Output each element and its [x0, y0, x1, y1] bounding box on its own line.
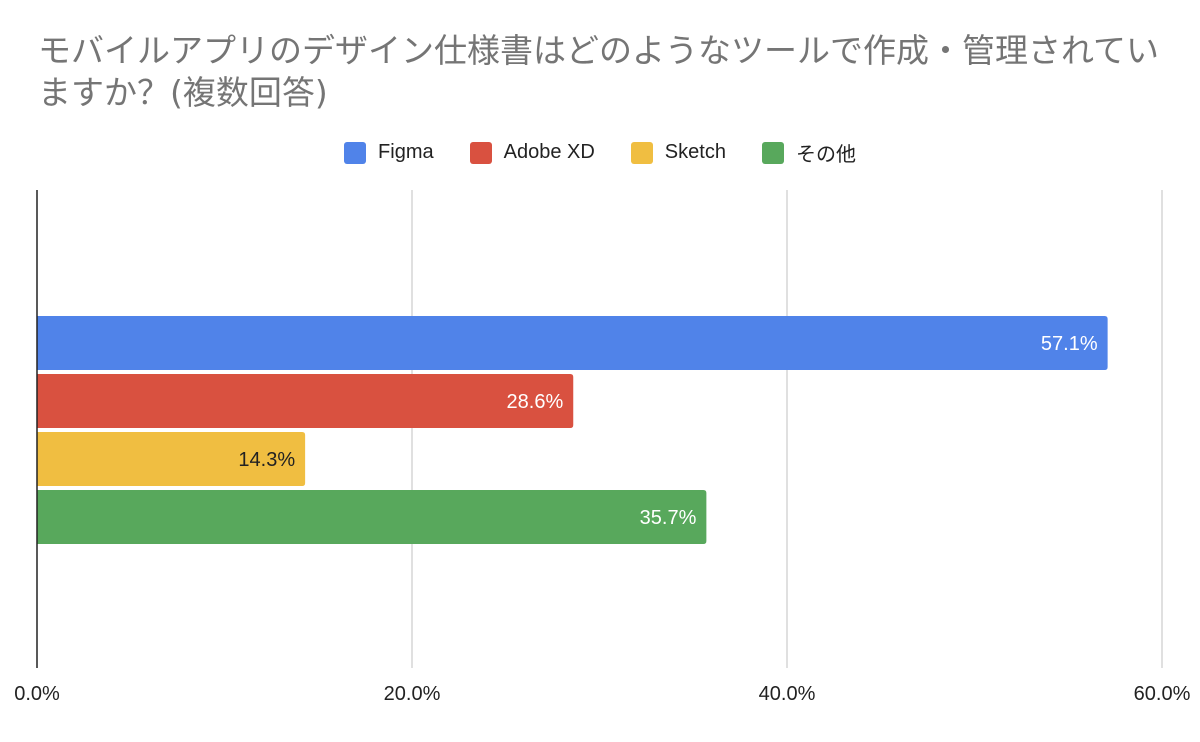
data-label: 28.6%	[507, 391, 564, 413]
legend-label-other: その他	[795, 144, 856, 166]
x-tick-label: 40.0%	[759, 683, 816, 705]
legend: Figma Adobe XD Sketch その他	[0, 138, 1200, 167]
x-tick-label: 0.0%	[14, 683, 60, 705]
x-tick-label: 20.0%	[384, 683, 441, 705]
legend-label-adobe-xd: Adobe XD	[503, 141, 595, 163]
bar	[37, 432, 306, 486]
bar	[37, 374, 574, 428]
legend-swatch-figma	[344, 141, 367, 164]
x-tick-label: 60.0%	[1134, 683, 1191, 705]
data-label: 14.3%	[238, 449, 295, 471]
legend-item-other: その他	[761, 138, 856, 167]
legend-swatch-sketch	[630, 141, 653, 164]
data-label: 35.7%	[640, 507, 697, 529]
legend-item-figma: Figma	[344, 138, 434, 167]
data-label: 57.1%	[1041, 333, 1098, 355]
bar	[37, 490, 707, 544]
legend-swatch-other	[761, 141, 784, 164]
legend-label-figma: Figma	[378, 141, 434, 163]
legend-item-adobe-xd: Adobe XD	[469, 138, 595, 167]
legend-swatch-adobe-xd	[469, 141, 492, 164]
legend-label-sketch: Sketch	[664, 141, 726, 163]
legend-item-sketch: Sketch	[630, 138, 726, 167]
chart-title: モバイルアプリのデザイン仕様書はどのようなツールで作成・管理されていますか？(複…	[38, 31, 1160, 112]
bar	[37, 316, 1108, 370]
